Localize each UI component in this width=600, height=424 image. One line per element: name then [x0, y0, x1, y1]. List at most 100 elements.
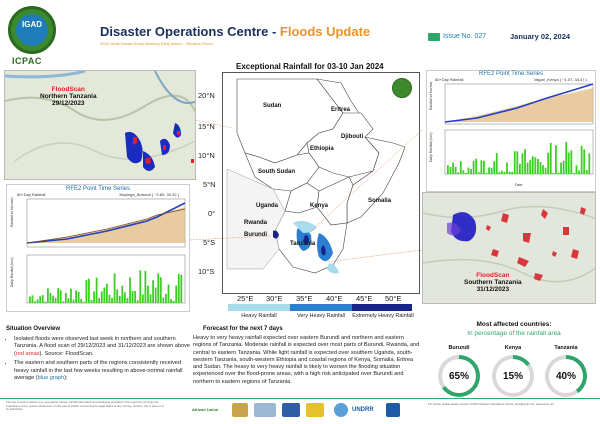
daily-rain-bar — [583, 149, 586, 174]
daily-rain-bar — [447, 165, 449, 174]
daily-rain-bar — [175, 285, 178, 303]
country-somalia: Somalia — [368, 198, 392, 204]
daily-rain-bar — [159, 277, 162, 303]
daily-rain-bar — [454, 166, 457, 174]
lat-label-20n: 20°N — [198, 91, 215, 100]
daily-rain-bar — [165, 293, 167, 303]
daily-rain-bar — [467, 167, 470, 174]
daily-rain-bar — [111, 297, 113, 303]
lat-label-10n: 10°N — [198, 151, 215, 160]
daily-rain-bar — [562, 160, 565, 174]
daily-rain-bar — [126, 297, 129, 303]
daily-rain-bar — [580, 145, 583, 174]
partner-logo-4 — [282, 403, 300, 417]
daily-rain-bar — [462, 170, 465, 174]
footer-left-note: The use of such products (e.g. geographi… — [6, 400, 164, 412]
daily-rain-bar — [59, 290, 62, 303]
daily-rain-bar — [526, 162, 529, 174]
partner-logo-5 — [306, 403, 324, 417]
daily-rain-bar — [490, 167, 493, 174]
daily-rain-bar — [152, 280, 154, 303]
daily-rain-bar — [121, 285, 124, 303]
daily-rain-bar — [129, 277, 131, 303]
forecast-title: Forecast for the next 7 days — [203, 326, 283, 332]
daily-rain-bar — [100, 291, 103, 303]
lat-label-0: 0° — [208, 209, 216, 218]
daily-rain-bar — [449, 166, 452, 174]
daily-rain-bar — [167, 284, 170, 303]
country-rwanda: Rwanda — [244, 220, 268, 226]
daily-rain-bar — [180, 274, 183, 303]
affected-kenya-name: Kenya — [504, 345, 522, 351]
daily-rain-bar — [41, 295, 44, 303]
affected-tanzania-name: Tanzania — [554, 345, 578, 351]
daily-rain-bar — [470, 169, 472, 174]
forecast-text: Heavy to very heavy rainfall expected ov… — [193, 335, 420, 385]
daily-rain-bar — [488, 167, 490, 174]
daily-rain-bar — [485, 172, 488, 174]
daily-rain-bar — [557, 172, 560, 174]
daily-rain-bar — [565, 141, 568, 174]
partner-logo-un — [334, 403, 348, 417]
daily-rain-bar — [480, 160, 483, 174]
daily-rain-bar — [154, 287, 157, 303]
partner-logo-2 — [232, 403, 248, 417]
daily-rain-bar — [519, 163, 521, 174]
floodscan-south-region: Southern Tanzania — [464, 279, 522, 286]
partner-undrr: UNDRR — [352, 407, 374, 413]
daily-rain-bar — [147, 285, 149, 303]
daily-rain-bar — [524, 149, 526, 174]
daily-rain-bar — [77, 291, 80, 303]
daily-rain-bar — [134, 291, 137, 303]
daily-rain-bar — [452, 162, 454, 174]
daily-rain-bar — [516, 151, 519, 174]
rfe2-kenya-xlabel: Date — [515, 183, 522, 187]
daily-rain-bar — [64, 292, 67, 303]
daily-rain-bar — [31, 295, 34, 303]
daily-rain-bar — [501, 170, 503, 174]
affected-tanzania-value: 40% — [549, 359, 583, 393]
daily-rain-bar — [131, 291, 134, 303]
rfe2-kenya-title: RFE2 Point Time Series — [478, 71, 544, 77]
daily-rain-bar — [67, 298, 70, 303]
daily-rain-bar — [531, 156, 534, 174]
daily-rain-bar — [457, 172, 460, 174]
issue-icon — [428, 33, 440, 41]
daily-rain-bar — [113, 273, 116, 303]
daily-rain-bar — [106, 283, 108, 303]
country-eritrea: Eritrea — [331, 107, 351, 113]
lat-label-10s: 10°S — [198, 267, 215, 276]
daily-rain-bar — [80, 298, 83, 303]
country-djibouti: Djibouti — [341, 134, 364, 140]
rfe2-kenya-ytop: Rainfall vs Normal (mm) — [429, 82, 433, 110]
daily-rain-bar — [103, 287, 106, 303]
lat-label-15n: 15°N — [198, 122, 215, 131]
daily-rain-bar — [162, 297, 165, 303]
daily-rain-bar — [495, 153, 498, 174]
daily-rain-bar — [521, 153, 524, 174]
legend-heavy-swatch — [228, 304, 290, 311]
country-uganda: Uganda — [256, 203, 279, 209]
daily-rain-bar — [539, 162, 542, 174]
lon-label-25e: 25°E — [237, 294, 254, 303]
daily-rain-bar — [493, 161, 496, 174]
rfe2-kenya-chart: RFE2 Point Time Series 80+Day Rainfall M… — [426, 70, 596, 192]
floodscan-north-source: FloodScan — [51, 86, 85, 93]
floodscan-north-region: Northern Tanzania — [40, 93, 97, 100]
rfe2-burundi-ybottom: Daily Rainfall (mm) — [10, 257, 14, 287]
daily-rain-bar — [123, 292, 126, 303]
daily-rain-bar — [62, 301, 65, 303]
daily-rain-bar — [70, 288, 72, 303]
floodscan-north-svg — [5, 71, 195, 179]
lon-label-30e: 30°E — [266, 294, 283, 303]
daily-rain-bar — [39, 296, 42, 303]
daily-rain-bar — [547, 152, 550, 174]
floodscan-north-map — [4, 70, 196, 180]
daily-rain-bar — [544, 167, 547, 174]
daily-rain-bar — [72, 299, 75, 303]
daily-rain-bar — [170, 299, 172, 303]
daily-rain-bar — [573, 173, 575, 174]
main-map-frame — [222, 72, 420, 294]
situation-list: Isolated floods were observed last week … — [6, 336, 196, 384]
